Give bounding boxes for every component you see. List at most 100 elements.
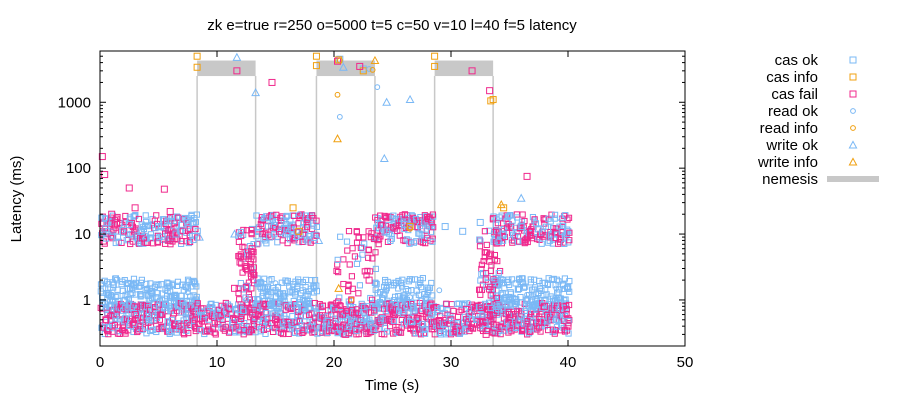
cloud-point-2329: [565, 317, 572, 325]
cloud-point-1896: [498, 276, 505, 283]
y-tick-label-3: 1000: [58, 94, 91, 111]
legend-label-6: write info: [757, 154, 818, 171]
cloud-point-940: [280, 293, 287, 300]
series-2-point-3: [160, 185, 168, 193]
cloud-point-2468: [348, 273, 355, 280]
cloud-point-166: [123, 312, 130, 319]
cloud-point-1837: [489, 215, 497, 222]
cloud-point-2556: [485, 286, 493, 293]
series-1-point-8: [489, 96, 497, 104]
series-1-point-12: [406, 223, 414, 231]
cloud-point-1033: [296, 279, 303, 286]
cloud-point-2418: [336, 294, 343, 301]
cloud-point-661: [211, 329, 218, 336]
cloud-point-2453: [361, 309, 368, 316]
series-2-point-19: [248, 245, 256, 253]
cloud-point-2121: [532, 315, 539, 322]
series-3-point-0: [108, 291, 115, 298]
legend-marker-7: [827, 176, 879, 182]
series-6-point-3: [496, 199, 506, 209]
cloud-point-2310: [564, 284, 571, 291]
cloud-point-2454: [343, 307, 350, 315]
cloud-point-2564: [495, 306, 502, 313]
cloud-point-614: [193, 293, 200, 301]
cloud-point-1109: [307, 304, 314, 311]
series-0-point-6: [184, 218, 192, 226]
cloud-point-2027: [519, 211, 526, 218]
series-0-point-10: [336, 55, 344, 63]
series-4-point-4: [348, 297, 355, 303]
series-3-point-18: [366, 66, 373, 72]
cloud-point-2565: [485, 252, 493, 259]
legend-label-3: read ok: [768, 103, 819, 120]
series-3-point-3: [167, 303, 174, 310]
cloud-point-2155: [538, 240, 545, 247]
cloud-point-2246: [552, 327, 559, 334]
series-5-point-3: [405, 94, 415, 104]
cloud-point-1581: [415, 314, 422, 321]
cloud-point-2388: [235, 289, 242, 297]
cloud-point-148: [121, 219, 128, 226]
cloud-point-930: [277, 329, 285, 336]
cloud-point-2557: [484, 274, 491, 281]
cloud-point-2431: [344, 247, 351, 254]
series-3-point-9: [383, 283, 390, 290]
cloud-point-2480: [348, 309, 356, 316]
cloud-point-932: [279, 213, 286, 220]
cloud-point-2448: [365, 254, 372, 261]
cloud-point-2451: [340, 256, 347, 263]
cloud-point-252: [136, 283, 143, 290]
series-3-point-13: [494, 281, 501, 288]
cloud-point-2076: [525, 330, 533, 337]
y-tick-label-0: 1: [83, 292, 91, 309]
cloud-point-1794: [473, 316, 480, 324]
cloud-point-1212: [336, 317, 343, 324]
cloud-point-834: [263, 292, 270, 299]
series-2-point-27: [506, 311, 513, 319]
series-2-point-22: [342, 330, 350, 338]
cloud-point-2461: [349, 285, 356, 292]
cloud-point-2423: [361, 240, 368, 247]
cloud-point-2399: [246, 252, 253, 259]
legend-marker-5: [848, 140, 858, 149]
cloud-point-2303: [562, 296, 569, 303]
series-3-point-19: [237, 231, 244, 237]
cloud-point-1736: [450, 320, 457, 327]
cloud-point-1473: [399, 276, 406, 283]
cloud-point-2391: [244, 248, 251, 255]
cloud-point-2135: [535, 277, 543, 285]
series-3-point-2: [143, 285, 150, 292]
cloud-point-2474: [340, 280, 347, 288]
cloud-point-2407: [242, 294, 249, 301]
cloud-point-995: [290, 235, 297, 242]
cloud-point-2351: [236, 296, 243, 303]
cloud-point-2243: [553, 276, 560, 283]
legend-label-5: write ok: [765, 137, 818, 154]
cloud-point-2465: [370, 235, 378, 243]
cloud-point-902: [274, 239, 281, 246]
legend-label-4: read info: [760, 120, 818, 137]
cloud-point-2553: [483, 306, 491, 313]
cloud-point-258: [137, 293, 144, 300]
cloud-point-744: [244, 327, 251, 335]
cloud-point-1146: [313, 223, 320, 230]
cloud-point-2325: [566, 288, 573, 295]
series-5-point-0: [232, 52, 242, 61]
series-3-point-1: [126, 300, 133, 306]
cloud-point-767: [253, 212, 260, 219]
cloud-point-1696: [436, 329, 443, 337]
cloud-point-2270: [557, 295, 565, 302]
cloud-point-817: [260, 326, 267, 334]
cloud-point-2512: [478, 271, 485, 278]
cloud-point-2324: [565, 214, 573, 221]
cloud-point-2132: [534, 326, 541, 333]
series-6-point-0: [333, 134, 342, 143]
series-0-point-14: [418, 225, 426, 233]
cloud-point-1312: [372, 326, 379, 333]
series-2-point-10: [523, 172, 531, 180]
cloud-point-1202: [332, 306, 339, 314]
cloud-point-2379: [236, 259, 243, 266]
series-5-point-8: [516, 193, 526, 202]
cloud-point-356: [153, 281, 160, 288]
cloud-point-2511: [495, 269, 502, 277]
